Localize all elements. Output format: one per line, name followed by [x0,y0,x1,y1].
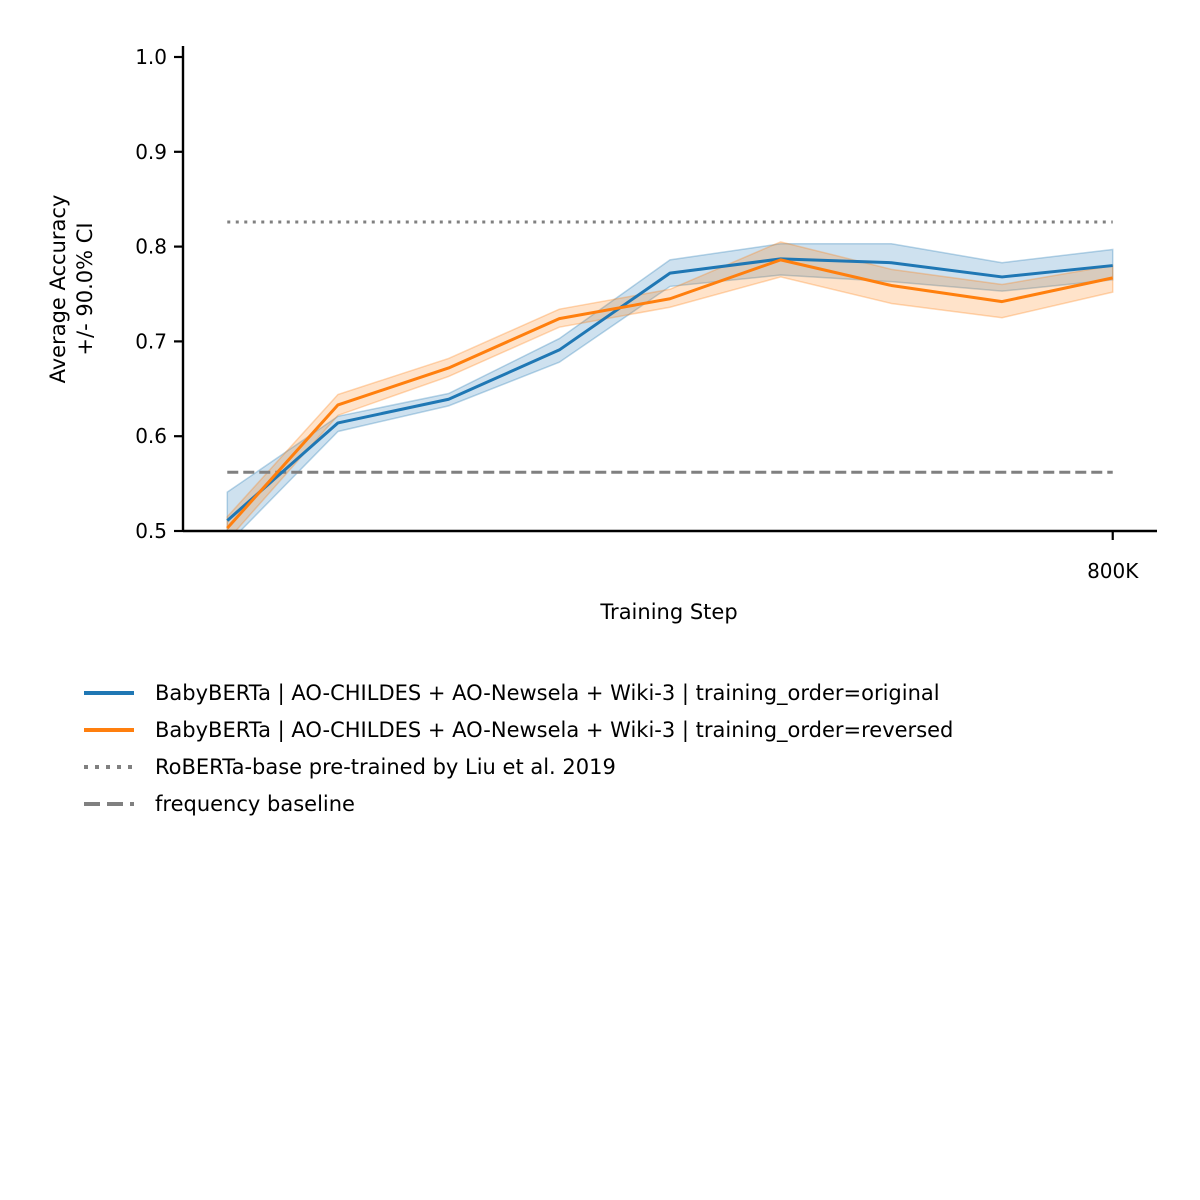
series-lines [226,257,1114,530]
ci-band-series-1 [226,243,1114,531]
axes [181,46,1157,533]
y-tick-label: 1.0 [135,45,167,69]
y-tick-label: 0.6 [135,424,167,448]
reference-lines [227,220,1113,474]
y-axis-title-line1: Average Accuracy [46,195,70,384]
series-line-1 [226,257,1113,522]
legend-label-1: BabyBERTa | AO-CHILDES + AO-Newsela + Wi… [155,681,940,706]
y-ticks: 0.5 0.6 0.7 0.8 0.9 1.0 [135,45,183,543]
legend-label-4: frequency baseline [155,792,355,816]
x-tick-label: 800K [1087,559,1139,583]
y-tick-label: 0.8 [135,235,167,259]
legend: BabyBERTa | AO-CHILDES + AO-Newsela + Wi… [84,681,953,816]
series-line-2 [226,258,1114,530]
legend-label-2: BabyBERTa | AO-CHILDES + AO-Newsela + Wi… [155,718,953,743]
y-tick-label: 0.5 [135,519,167,543]
legend-label-3: RoBERTa-base pre-trained by Liu et al. 2… [155,755,616,779]
x-ticks: 800K [1087,531,1139,583]
y-axis-title-line2: +/- 90.0% CI [73,222,97,355]
y-tick-label: 0.9 [135,140,167,164]
y-tick-label: 0.7 [135,329,167,353]
x-axis-title: Training Step [599,600,737,624]
